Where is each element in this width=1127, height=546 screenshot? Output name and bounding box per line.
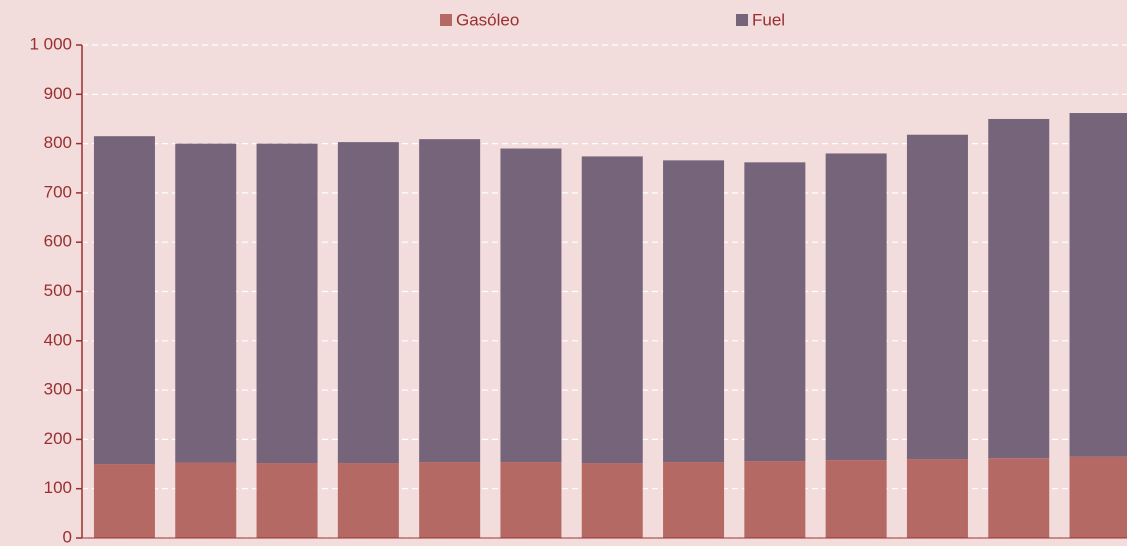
bar-segment: [500, 462, 562, 538]
bar-segment: [906, 459, 968, 538]
bar-segment: [663, 462, 725, 538]
bar-segment: [744, 162, 806, 462]
bar-segment: [337, 142, 399, 464]
legend-swatch: [440, 14, 452, 26]
y-tick-label: 100: [44, 478, 72, 497]
y-tick-label: 600: [44, 232, 72, 251]
bar-segment: [175, 143, 237, 463]
y-tick-label: 400: [44, 330, 72, 349]
bar-segment: [906, 134, 968, 460]
bar-segment: [175, 462, 237, 538]
legend-label: Gasóleo: [456, 10, 519, 29]
bar-segment: [988, 118, 1050, 459]
bar-segment: [744, 461, 806, 538]
y-tick-label: 800: [44, 133, 72, 152]
bar-segment: [988, 458, 1050, 538]
bar-segment: [256, 143, 318, 464]
y-tick-label: 300: [44, 380, 72, 399]
bar-segment: [1069, 113, 1127, 457]
bar-segment: [419, 139, 481, 463]
legend-label: Fuel: [752, 10, 785, 29]
y-tick-label: 900: [44, 84, 72, 103]
bar-segment: [337, 463, 399, 538]
bar-segment: [581, 156, 643, 464]
bar-segment: [256, 463, 318, 538]
bar-segment: [825, 153, 887, 461]
bar-segment: [581, 463, 643, 538]
y-tick-label: 500: [44, 281, 72, 300]
y-tick-label: 1 000: [29, 34, 72, 53]
bar-segment: [1069, 456, 1127, 538]
bar-segment: [500, 148, 562, 463]
bar-segment: [419, 462, 481, 538]
bar-segment: [93, 464, 155, 538]
bar-segment: [663, 160, 725, 463]
y-tick-label: 200: [44, 429, 72, 448]
y-tick-label: 0: [63, 527, 72, 546]
legend-swatch: [736, 14, 748, 26]
bar-segment: [93, 136, 155, 465]
y-tick-label: 700: [44, 182, 72, 201]
bar-segment: [825, 460, 887, 538]
